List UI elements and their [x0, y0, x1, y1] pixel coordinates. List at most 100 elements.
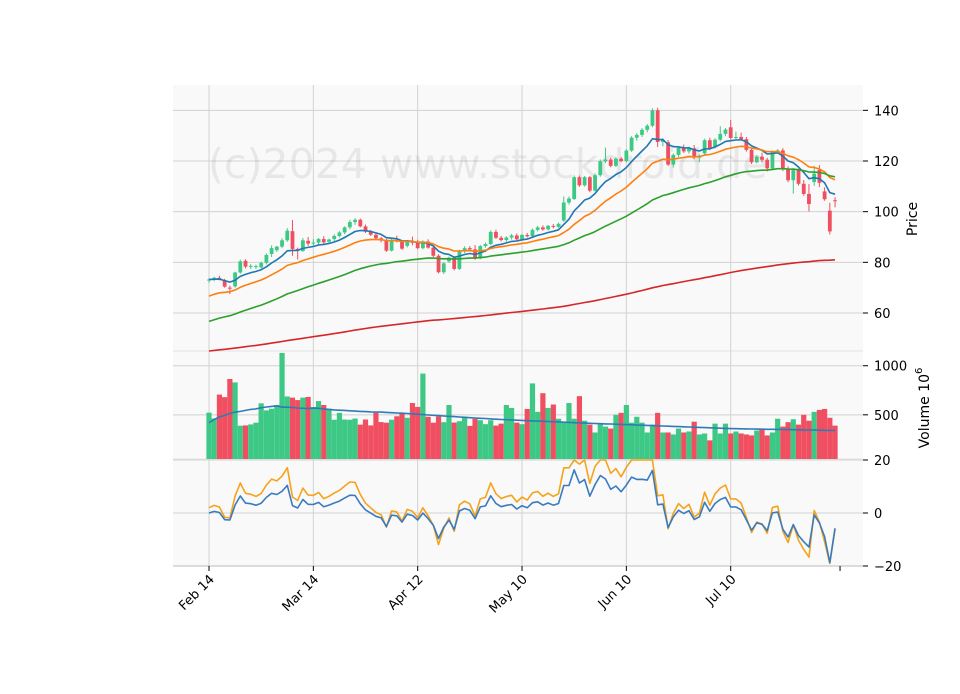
- volume-bar: [769, 432, 776, 459]
- volume-bar: [409, 403, 416, 459]
- candle-body: [525, 234, 530, 237]
- candle-body: [514, 235, 519, 240]
- candle-body: [587, 177, 592, 191]
- candle-body: [723, 129, 728, 134]
- candle-body: [707, 140, 712, 149]
- volume-bar: [535, 411, 541, 459]
- volume-bar: [336, 412, 343, 459]
- candle-body: [217, 277, 222, 279]
- candle-body: [786, 169, 790, 181]
- oscillator-slow-line: [208, 469, 836, 564]
- candle-body: [467, 248, 472, 250]
- candle-body: [561, 202, 566, 221]
- price-tick-label: 100: [874, 206, 899, 221]
- volume-bar: [373, 412, 379, 459]
- candle-body: [728, 127, 733, 138]
- candle-body: [796, 170, 801, 184]
- candle-body: [572, 177, 577, 199]
- volume-bar: [780, 426, 786, 459]
- candle-body: [833, 200, 837, 202]
- volume-bar: [206, 412, 212, 459]
- volume-bar: [628, 422, 635, 459]
- candle-body: [660, 139, 665, 142]
- volume-bar: [587, 424, 593, 459]
- volume-bar: [321, 405, 327, 459]
- candle-body: [285, 230, 290, 241]
- candle-body: [760, 156, 764, 160]
- volume-tick-label: 500: [874, 409, 899, 424]
- volume-bar: [806, 420, 812, 459]
- candle-body: [332, 235, 337, 240]
- volume-bar: [503, 405, 509, 459]
- candle-body: [499, 237, 504, 241]
- candle-body: [327, 239, 331, 242]
- volume-bar: [832, 425, 838, 459]
- volume-bar: [253, 422, 259, 459]
- volume-bar: [691, 421, 697, 459]
- candle-body: [222, 280, 227, 287]
- price-tick-label: 60: [874, 307, 891, 322]
- candle-body: [248, 265, 253, 267]
- volume-bar: [378, 422, 384, 459]
- volume-bar: [467, 425, 473, 459]
- candle-body: [666, 142, 670, 165]
- oscillator-fast-line: [208, 459, 836, 565]
- volume-bar: [571, 418, 577, 459]
- volume-bar: [764, 435, 770, 459]
- candle-body: [598, 161, 603, 176]
- candle-body: [462, 248, 467, 252]
- volume-bar: [462, 416, 468, 459]
- candle-body: [374, 234, 378, 239]
- x-tick-label: Jul 10: [703, 572, 740, 609]
- volume-tick-label: 1000: [874, 360, 907, 375]
- volume-bar: [822, 408, 828, 459]
- indicator-tick-label: 20: [874, 454, 891, 469]
- candle-body: [593, 175, 597, 191]
- volume-bar: [477, 420, 483, 459]
- x-tick-label: Mar 14: [280, 572, 323, 615]
- volume-bar: [446, 405, 452, 459]
- volume-bar: [707, 440, 713, 459]
- candle-body: [650, 110, 655, 126]
- ma-long-line: [208, 167, 836, 323]
- volume-bar: [722, 423, 729, 459]
- candle-body: [301, 240, 305, 251]
- volume-bar: [670, 434, 676, 459]
- candle-body: [264, 254, 269, 263]
- volume-bar: [222, 397, 228, 459]
- candle-body: [739, 136, 744, 140]
- volume-bar: [368, 425, 374, 459]
- candle-body: [655, 110, 660, 142]
- volume-bar: [582, 420, 588, 459]
- candle-body: [488, 231, 493, 245]
- candle-body: [535, 227, 540, 230]
- volume-bar: [545, 407, 551, 459]
- candle-body: [822, 191, 827, 200]
- volume-bar: [634, 416, 640, 459]
- candle-body: [687, 148, 691, 152]
- price-panel-background: [173, 85, 863, 351]
- candle-body: [280, 240, 284, 247]
- x-tick-label: Feb 14: [176, 572, 218, 614]
- volume-bar: [274, 405, 280, 459]
- candle-body: [577, 177, 582, 186]
- volume-bar: [675, 428, 682, 459]
- volume-bar: [639, 422, 645, 459]
- volume-bar: [498, 423, 504, 459]
- volume-bar: [326, 408, 332, 459]
- volume-average-line: [208, 404, 836, 432]
- volume-bar: [561, 422, 567, 459]
- volume-bar: [456, 421, 463, 459]
- candle-body: [269, 248, 274, 254]
- volume-bar: [785, 422, 791, 459]
- volume-bar: [211, 418, 217, 459]
- volume-bar: [347, 419, 353, 459]
- volume-bar: [420, 373, 426, 459]
- x-tick-label: May 10: [487, 572, 531, 616]
- volume-bar: [665, 432, 671, 459]
- candle-body: [306, 240, 311, 244]
- candle-body: [676, 148, 681, 155]
- candle-body: [243, 260, 248, 267]
- volume-bar: [362, 419, 369, 459]
